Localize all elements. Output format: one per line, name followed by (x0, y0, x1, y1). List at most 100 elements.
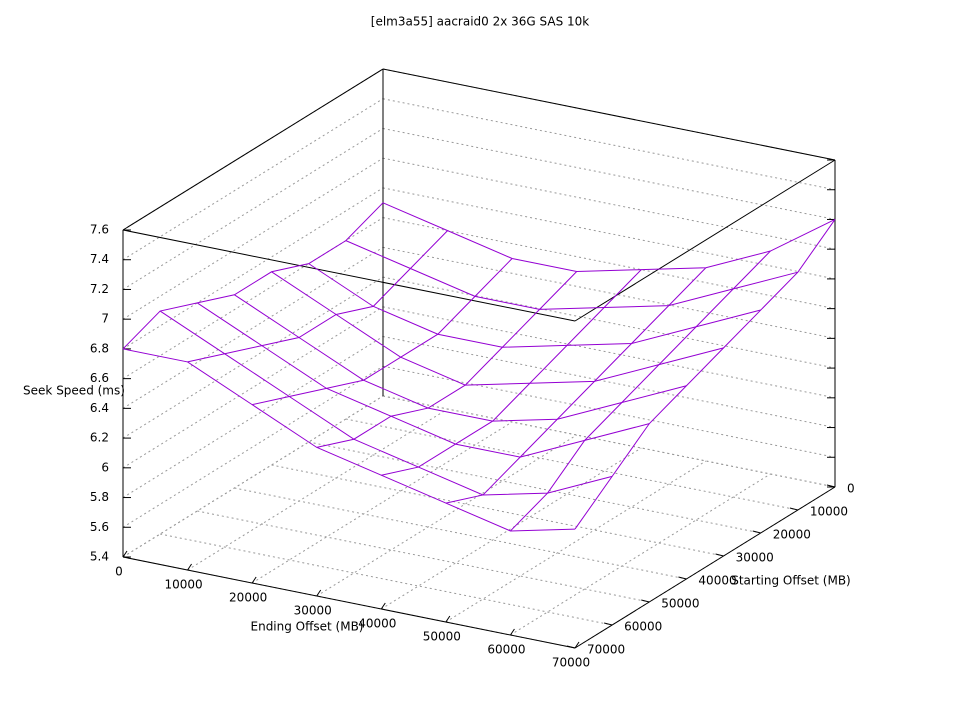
z-tick-label: 7.2 (90, 282, 109, 296)
grid-line (122, 395, 384, 558)
z-tick-label: 6 (101, 460, 109, 474)
z-tick-label: 7.6 (90, 223, 109, 237)
grid-line (122, 365, 384, 528)
axis-line (574, 159, 836, 322)
grid-line (382, 306, 836, 399)
surface-row (271, 271, 724, 386)
y-axis-label: Starting Offset (MB) (731, 574, 851, 588)
y-tick (789, 507, 798, 511)
grid-line (234, 487, 687, 580)
x-tick-label: 30000 (294, 604, 332, 618)
x-tick-label: 70000 (552, 656, 590, 670)
x-tick-label: 10000 (164, 578, 202, 592)
surface-row (197, 302, 650, 458)
z-tick-label: 6.8 (90, 341, 109, 355)
z-tick-label: 5.6 (90, 520, 109, 534)
x-tick-label: 40000 (358, 617, 396, 631)
grid-line (382, 187, 836, 280)
grid-line (382, 336, 836, 429)
grid-line (122, 246, 384, 409)
axis-line (122, 229, 576, 322)
z-tick-label: 6.6 (90, 371, 109, 385)
grid-line (381, 447, 642, 610)
z-tick-label: 5.4 (90, 550, 109, 564)
grid-line (382, 217, 836, 310)
surface-row (382, 202, 836, 273)
grid-line (345, 418, 798, 511)
x-tick (316, 589, 322, 597)
y-tick (752, 530, 761, 534)
x-tick-label: 0 (115, 565, 123, 579)
y-tick (566, 645, 576, 649)
y-tick (678, 576, 687, 580)
surface-column (252, 258, 513, 406)
y-tick-label: 60000 (624, 620, 662, 634)
surface-column (381, 269, 642, 476)
grid-line (160, 533, 613, 626)
axis-line (574, 486, 836, 649)
y-tick-label: 30000 (736, 551, 774, 565)
z-tick-label: 7 (101, 312, 109, 326)
y-tick (826, 484, 836, 488)
y-tick-label: 70000 (587, 643, 625, 657)
chart-title: [elm3a55] aacraid0 2x 36G SAS 10k (371, 15, 590, 29)
z-tick-label: 6.4 (90, 401, 109, 415)
x-tick (574, 641, 580, 649)
surface-row (122, 348, 576, 532)
grid-line (382, 157, 836, 250)
y-tick-label: 50000 (661, 597, 699, 611)
grid-line (122, 336, 384, 498)
grid-line (251, 421, 513, 584)
x-tick-label: 20000 (229, 591, 267, 605)
surface-row (234, 294, 687, 422)
y-tick (641, 599, 650, 603)
x-tick-label: 50000 (423, 630, 461, 644)
grid-line (271, 464, 724, 557)
z-axis-label: Seek Speed (ms) (23, 384, 125, 398)
axis-line (122, 556, 576, 649)
y-tick (715, 553, 724, 557)
surface-row (345, 240, 798, 310)
grid-line (122, 98, 384, 261)
x-tick (251, 576, 257, 584)
grid-line (197, 510, 650, 603)
surface-column (122, 202, 384, 350)
x-tick-label: 60000 (487, 643, 525, 657)
grid-line (382, 98, 836, 191)
grid-line (382, 365, 836, 458)
surface-column (574, 219, 836, 530)
x-tick (380, 602, 386, 610)
y-tick-label: 40000 (698, 574, 736, 588)
grid-line (122, 187, 384, 350)
surface-row (159, 310, 613, 496)
y-tick-label: 0 (847, 482, 855, 496)
grid-line (187, 408, 448, 571)
y-tick-label: 20000 (773, 528, 811, 542)
z-tick-label: 6.2 (90, 431, 109, 445)
grid-line (382, 246, 836, 339)
grid-line (308, 441, 761, 534)
grid-line (122, 306, 384, 469)
z-tick-label: 7.4 (90, 252, 109, 266)
y-tick-label: 10000 (810, 505, 848, 519)
x-tick (445, 615, 451, 623)
grid-line (122, 217, 384, 380)
grid-line (122, 276, 384, 439)
grid-line (122, 128, 384, 290)
grid-line (510, 473, 771, 636)
grid-line (316, 434, 577, 597)
y-tick (604, 622, 613, 626)
surface-row (308, 263, 761, 348)
axis-line (382, 68, 836, 161)
grid-line (445, 460, 707, 623)
grid-line (382, 395, 836, 488)
axis-line (122, 68, 384, 231)
x-tick (122, 550, 128, 558)
grid-line (382, 127, 836, 220)
x-axis-label: Ending Offset (MB) (251, 620, 364, 634)
x-tick (187, 563, 192, 571)
z-tick-label: 5.8 (90, 490, 109, 504)
surface-column (187, 230, 448, 363)
surface-column (445, 267, 707, 504)
